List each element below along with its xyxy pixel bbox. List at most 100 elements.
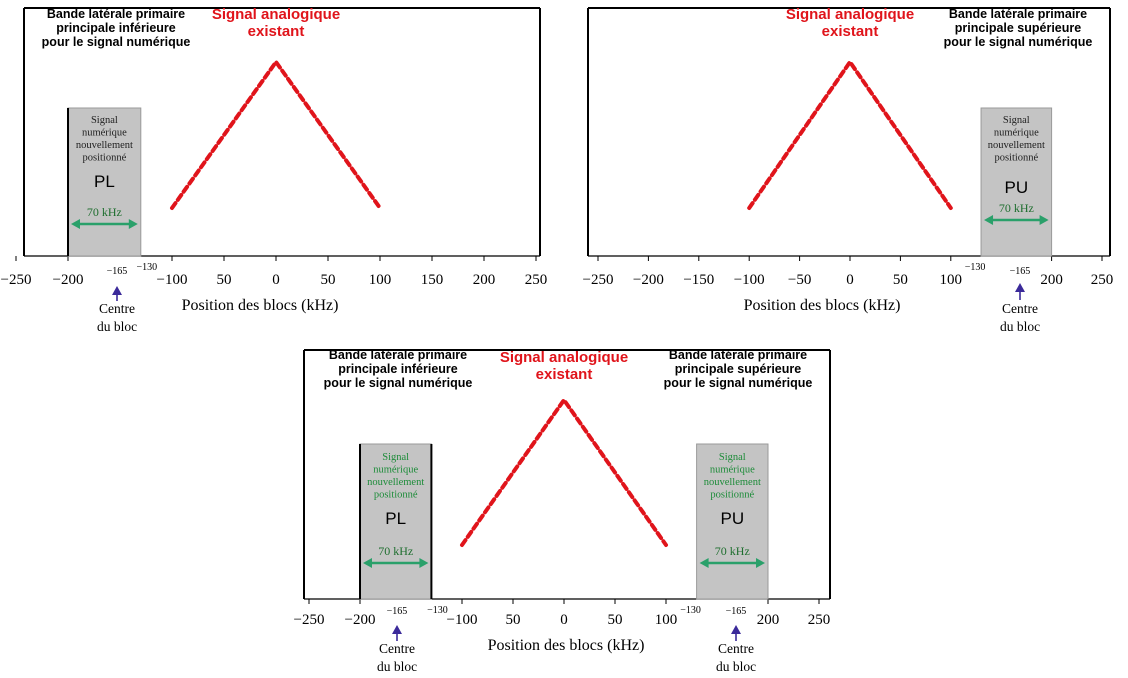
centre-caption-line: du bloc: [377, 659, 417, 674]
block-centre-marker: −165 Centre du bloc: [97, 266, 137, 334]
digital-block-pl: Signal numérique nouvellement positionné PL 7…: [359, 443, 448, 616]
analog-label-line: existant: [822, 23, 879, 40]
x-tick-label: 0: [272, 272, 280, 288]
width-arrow-right-head: [419, 558, 429, 568]
x-tick-label: −50: [788, 272, 811, 288]
x-tick-labels: −250 −200 −100 50 0 50 100 200 250: [294, 599, 830, 628]
x-tick-label: −100: [734, 272, 765, 288]
centre-arrow-head: [731, 625, 741, 634]
header-line: principale supérieure: [955, 21, 1081, 35]
centre-mark: −165: [1010, 266, 1031, 277]
centre-caption-line: du bloc: [716, 659, 756, 674]
analog-signal-shape: [747, 58, 953, 210]
x-tick-label: 50: [608, 612, 623, 628]
block-code: PL: [385, 509, 406, 528]
panel-top-right: −250 −200 −150 −100 −50 0 50 100 200 250 Position …: [583, 6, 1114, 334]
width-arrow-right-head: [756, 558, 765, 568]
x-tick-label: 100: [940, 272, 963, 288]
x-axis-title: Position des blocs (kHz): [488, 637, 645, 654]
header-line: principale supérieure: [675, 362, 801, 376]
sideband-header-left: Bande latérale primaire principale inféri…: [324, 348, 473, 390]
centre-caption-line: du bloc: [1000, 319, 1040, 334]
block-description-line: Signal: [91, 115, 118, 126]
block-description-line: Signal: [719, 452, 746, 463]
x-tick-label: 50: [506, 612, 521, 628]
block-width-label: 70 kHz: [715, 544, 750, 558]
x-tick-label: 100: [369, 272, 392, 288]
x-tick-label: 200: [757, 612, 780, 628]
block-description: Signal numérique nouvellement positionné: [367, 452, 424, 501]
block-description-line: numérique: [994, 128, 1039, 139]
x-tick-label: −200: [53, 272, 84, 288]
centre-caption-line: du bloc: [97, 319, 137, 334]
centre-arrow-head: [392, 625, 402, 634]
x-tick-label: −250: [1, 272, 32, 288]
block-width-label: 70 kHz: [87, 205, 122, 219]
analog-label-line: Signal analogique: [786, 6, 914, 23]
analog-label-line: Signal analogique: [212, 6, 340, 23]
centre-caption: Centre du bloc: [716, 641, 756, 674]
centre-caption-line: Centre: [99, 301, 135, 316]
block-edge-mark: −130: [965, 262, 986, 273]
analog-signal-label: Signal analogique existant: [500, 349, 628, 383]
header-line: Bande latérale primaire: [669, 348, 807, 362]
header-line: Bande latérale primaire: [329, 348, 467, 362]
header-line: pour le signal numérique: [42, 35, 191, 49]
block-description-line: nouvellement: [704, 477, 761, 488]
x-tick-label: 50: [893, 272, 908, 288]
block-description-line: positionné: [374, 490, 418, 501]
centre-caption: Centre du bloc: [377, 641, 417, 674]
x-tick-label: 250: [1091, 272, 1114, 288]
x-tick-label: −100: [157, 272, 188, 288]
block-rect: [980, 107, 1053, 257]
header-line: pour le signal numérique: [664, 376, 813, 390]
x-tick-label: −100: [447, 612, 478, 628]
width-arrow-right-head: [128, 219, 138, 229]
header-line: principale inférieure: [338, 362, 458, 376]
x-tick-labels: −250 −200 −150 −100 −50 0 50 100 200 250: [583, 256, 1114, 288]
x-tick-label: 250: [525, 272, 548, 288]
centre-caption: Centre du bloc: [97, 301, 137, 334]
x-tick-label: 100: [655, 612, 678, 628]
panel-top-left: −250 −200 −100 50 0 50 100 150 200 250 Position de…: [1, 6, 548, 334]
x-tick-label: 200: [473, 272, 496, 288]
block-description-line: numérique: [82, 128, 127, 139]
x-axis-title: Position des blocs (kHz): [744, 297, 901, 314]
centre-mark: −165: [107, 266, 128, 277]
header-line: pour le signal numérique: [324, 376, 473, 390]
header-line: principale inférieure: [56, 21, 176, 35]
sideband-header-right: Bande latérale primaire principale supéri…: [944, 7, 1093, 49]
block-edge-mark: −130: [680, 605, 701, 616]
block-description-line: Signal: [382, 452, 409, 463]
analog-signal-shape: [170, 58, 382, 210]
block-code: PU: [1005, 178, 1029, 197]
block-description-line: positionné: [83, 153, 127, 164]
x-tick-labels: −250 −200 −100 50 0 50 100 150 200 250: [1, 256, 548, 288]
block-description: Signal numérique nouvellement positionné: [704, 452, 761, 501]
block-description: Signal numérique nouvellement positionné: [988, 115, 1045, 164]
analog-signal-label: Signal analogique existant: [212, 6, 340, 40]
x-tick-label: 200: [1040, 272, 1063, 288]
block-description-line: nouvellement: [367, 477, 424, 488]
sideband-header-left: Bande latérale primaire principale inféri…: [42, 7, 191, 49]
block-description-line: numérique: [373, 465, 418, 476]
block-centre-marker: −165 Centre du bloc: [1000, 266, 1040, 334]
width-arrow-left-head: [984, 215, 994, 225]
block-description-line: Signal: [1003, 115, 1030, 126]
block-description-line: numérique: [710, 465, 755, 476]
x-tick-label: 0: [560, 612, 568, 628]
block-rect: [359, 443, 432, 600]
centre-mark: −165: [387, 606, 408, 617]
analog-label-line: existant: [536, 366, 593, 383]
analog-signal-shape: [460, 396, 668, 547]
width-arrow-left-head: [699, 558, 709, 568]
x-tick-label: −200: [345, 612, 376, 628]
x-axis-title: Position des blocs (kHz): [182, 297, 339, 314]
centre-caption-line: Centre: [1002, 301, 1038, 316]
panel-bottom: −250 −200 −100 50 0 50 100 200 250 Position des b…: [294, 348, 831, 674]
x-tick-label: 50: [217, 272, 232, 288]
x-tick-label: −250: [583, 272, 614, 288]
centre-caption-line: Centre: [379, 641, 415, 656]
block-rect: [67, 107, 142, 257]
